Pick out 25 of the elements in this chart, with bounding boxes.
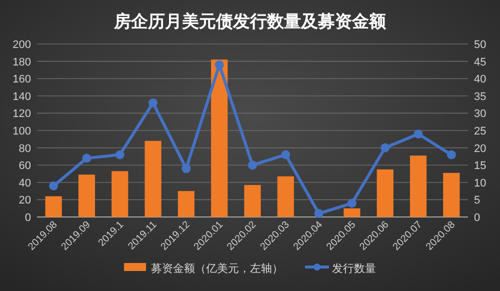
y2-tick-label: 5	[474, 194, 480, 207]
legend-label: 募资金额（亿美元，左轴）	[151, 262, 283, 275]
chart-title: 房企历月美元债发行数量及募资金额	[113, 12, 387, 31]
legend-label: 发行数量	[332, 263, 376, 275]
y-tick-label: 100	[12, 126, 31, 138]
y-tick-label: 20	[18, 194, 31, 207]
y2-tick-label: 10	[474, 177, 486, 190]
y2-tick-label: 30	[474, 108, 486, 120]
y2-tick-label: 50	[474, 39, 486, 51]
y2-tick-label: 25	[474, 126, 486, 138]
y-tick-label: 160	[12, 74, 31, 86]
y2-tick-label: 35	[474, 90, 486, 103]
y2-tick-label: 45	[474, 56, 486, 68]
y-tick-label: 180	[12, 56, 31, 68]
y-tick-label: 200	[12, 39, 31, 51]
y2-tick-label: 15	[474, 160, 486, 172]
y2-tick-label: 40	[474, 74, 486, 86]
y-tick-label: 40	[18, 177, 31, 190]
y-tick-label: 60	[18, 160, 31, 172]
y-tick-label: 80	[18, 142, 31, 155]
y2-tick-label: 0	[474, 212, 480, 224]
y-tick-label: 140	[12, 90, 31, 103]
y-tick-label: 120	[12, 108, 31, 120]
y-tick-label: 0	[24, 212, 31, 224]
y2-tick-label: 20	[474, 142, 486, 155]
